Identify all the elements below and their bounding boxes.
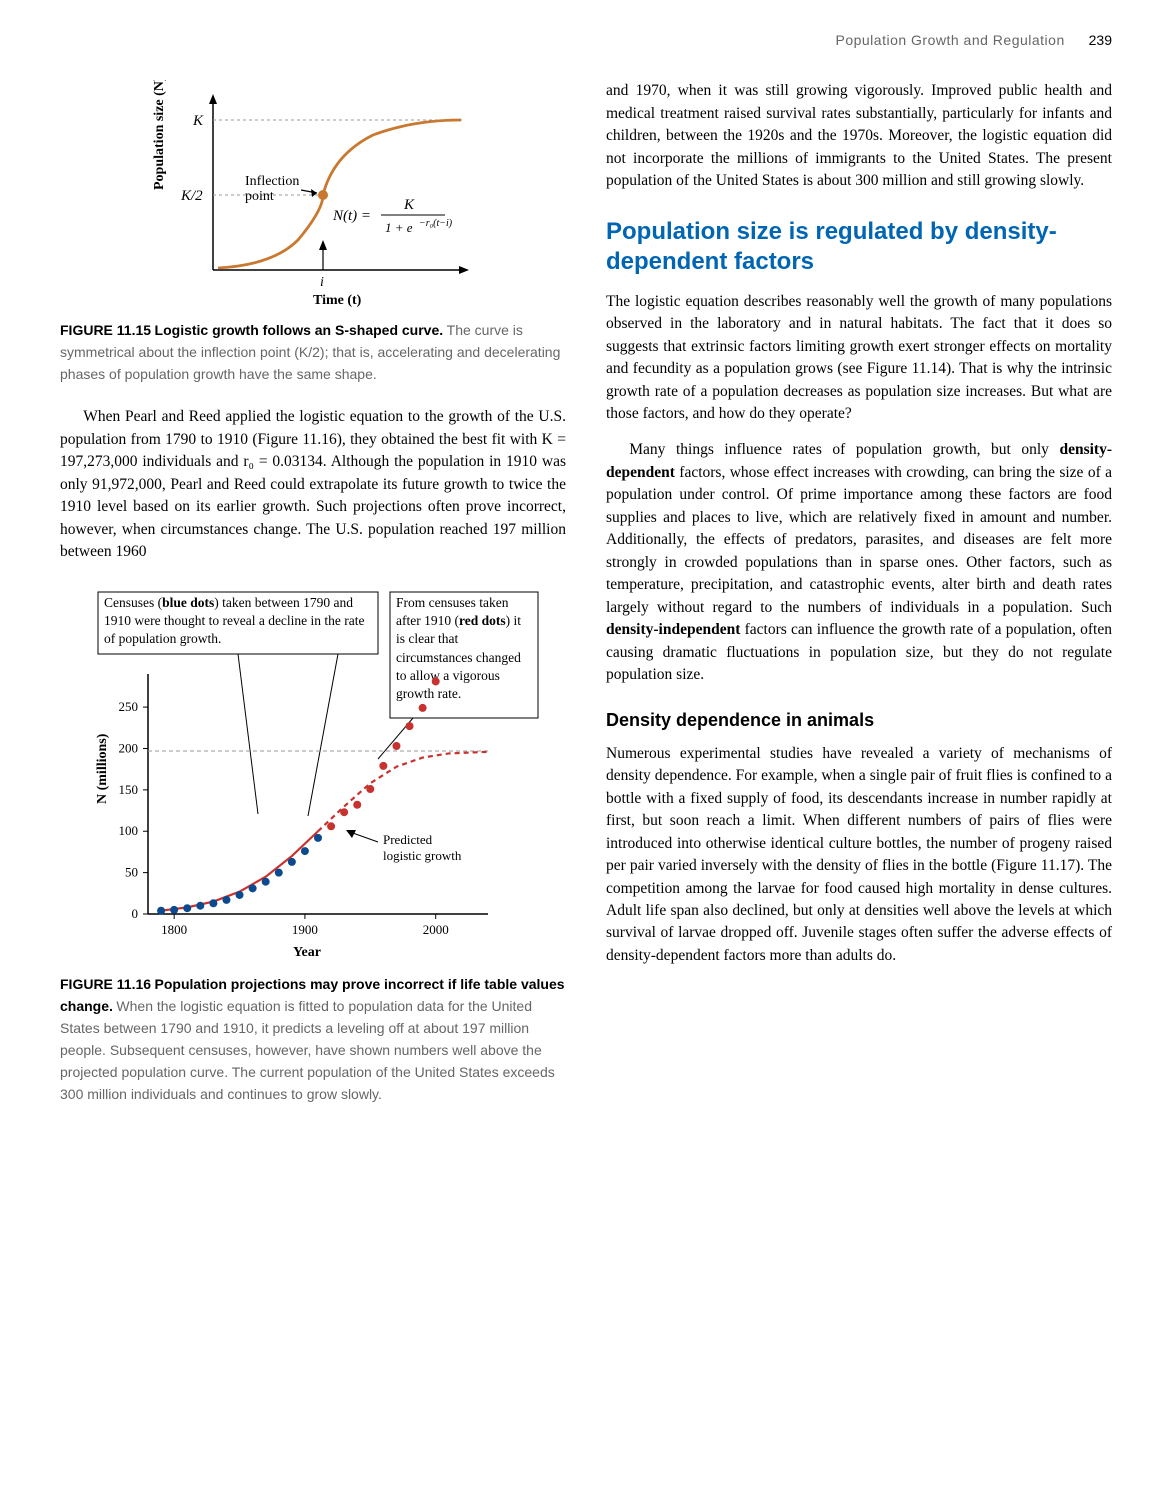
y-axis-label: Population size (N) [152, 80, 167, 190]
fig-11-15-title: FIGURE 11.15 [60, 322, 151, 338]
svg-text:50: 50 [125, 864, 138, 879]
eqn-lhs: N(t) = [332, 208, 371, 224]
fig-11-16-desc: When the logistic equation is fitted to … [60, 998, 555, 1102]
right-para-1: and 1970, when it was still growing vigo… [606, 80, 1112, 192]
svg-text:0: 0 [132, 906, 139, 921]
figure-11-16-svg: Censuses (blue dots) taken between 1790 … [78, 584, 548, 964]
para3-bold2: density-independent [606, 621, 740, 638]
header-title: Population Growth and Regulation [835, 32, 1064, 48]
page-number: 239 [1089, 32, 1112, 48]
i-label: i [320, 275, 324, 290]
inflection-label-2: point [245, 189, 274, 204]
para3-a: Many things influence rates of populatio… [629, 441, 1059, 458]
ytick-K2: K/2 [180, 188, 203, 204]
svg-text:100: 100 [119, 823, 139, 838]
inflection-label-1: Inflection [245, 174, 299, 189]
x-axis-label: Time (t) [313, 293, 362, 308]
eqn-den: 1 + e [385, 220, 413, 235]
figure-11-15: Population size (N) K K/2 Inflection poi… [60, 80, 566, 386]
left-para-1: When Pearl and Reed applied the logistic… [60, 406, 566, 563]
running-header: Population Growth and Regulation 239 [60, 30, 1112, 50]
section-heading: Population size is regulated by density-… [606, 217, 1112, 277]
fig-11-16-title: FIGURE 11.16 [60, 976, 151, 992]
eqn-exp: −r₀(t−i) [419, 218, 453, 229]
figure-11-15-svg: Population size (N) K K/2 Inflection poi… [133, 80, 493, 310]
fig1116-xlabel: Year [293, 945, 321, 960]
left-column: Population size (N) K K/2 Inflection poi… [60, 80, 566, 1125]
svg-text:250: 250 [119, 699, 139, 714]
inflection-dot [318, 190, 328, 200]
predicted-label-2: logistic growth [383, 848, 462, 863]
right-para-3: Many things influence rates of populatio… [606, 439, 1112, 686]
para3-b: factors, whose effect increases with cro… [606, 464, 1112, 616]
subsection-heading: Density dependence in animals [606, 707, 1112, 733]
fig-11-15-lead: Logistic growth follows an S-shaped curv… [155, 322, 444, 338]
svg-text:1800: 1800 [161, 922, 187, 937]
right-column: and 1970, when it was still growing vigo… [606, 80, 1112, 1125]
fig1116-ylabel: N (millions) [95, 733, 110, 804]
svg-text:1900: 1900 [292, 922, 318, 937]
svg-text:200: 200 [119, 740, 139, 755]
figure-11-16: Censuses (blue dots) taken between 1790 … [60, 584, 566, 1106]
right-para-2: The logistic equation describes reasonab… [606, 291, 1112, 426]
ytick-K: K [192, 113, 204, 129]
two-column-layout: Population size (N) K K/2 Inflection poi… [60, 80, 1112, 1125]
eqn-num: K [403, 197, 415, 213]
right-para-4: Numerous experimental studies have revea… [606, 743, 1112, 968]
svg-text:150: 150 [119, 781, 139, 796]
figure-11-16-caption: FIGURE 11.16 Population projections may … [60, 974, 566, 1106]
svg-text:2000: 2000 [423, 922, 449, 937]
figure-11-15-caption: FIGURE 11.15 Logistic growth follows an … [60, 320, 566, 386]
predicted-label-1: Predicted [383, 832, 433, 847]
